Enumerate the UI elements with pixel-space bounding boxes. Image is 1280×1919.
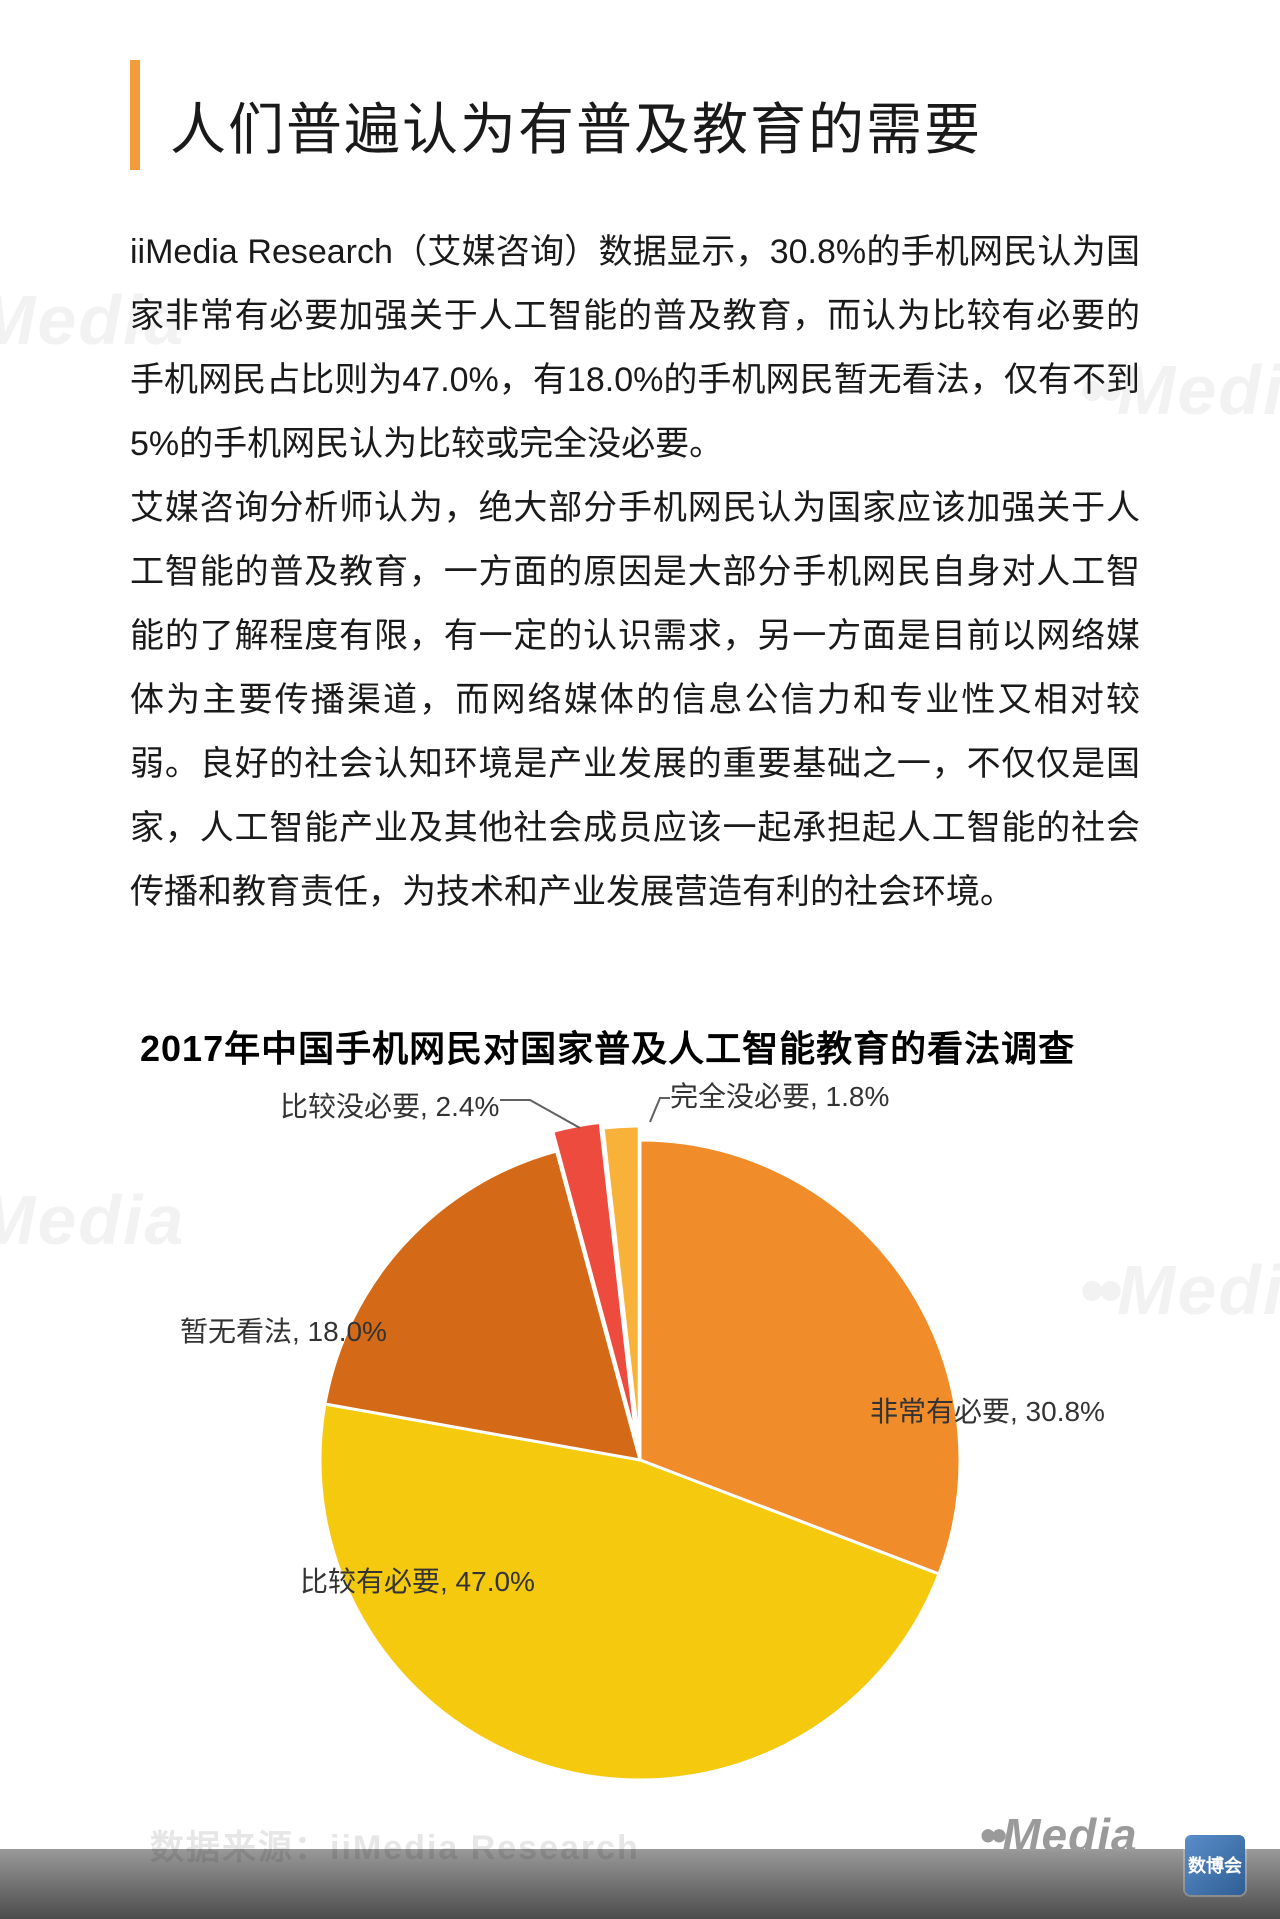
footer-logo: ••Media: [980, 1808, 1138, 1862]
pie-label-no_opinion: 暂无看法, 18.0%: [180, 1310, 387, 1350]
pie-label-somewhat_necessary: 比较有必要, 47.0%: [300, 1560, 535, 1600]
account-avatar[interactable]: 数博会: [1185, 1835, 1245, 1895]
pie-label-not_very_necessary: 比较没必要, 2.4%: [280, 1085, 499, 1125]
page: ••Media••Media••Media••Media 人们普遍认为有普及教育…: [0, 0, 1280, 1919]
pie-slice-not_very_necessary: [553, 1122, 636, 1440]
pie-slice-very_necessary: [640, 1140, 960, 1574]
pie-leader-not_very_necessary: [500, 1100, 580, 1128]
pie-leader-not_necessary_at_all: [650, 1098, 670, 1122]
pie-slice-no_opinion: [325, 1151, 640, 1460]
pie-label-not_necessary_at_all: 完全没必要, 1.8%: [670, 1075, 889, 1115]
body-paragraph: iiMedia Research（艾媒咨询）数据显示，30.8%的手机网民认为国…: [130, 220, 1140, 924]
title-accent-bar: [130, 60, 140, 170]
pie-label-very_necessary: 非常有必要, 30.8%: [870, 1390, 1105, 1430]
page-title: 人们普遍认为有普及教育的需要: [170, 85, 982, 166]
watermark: ••Media: [1080, 1250, 1280, 1330]
watermark: ••Media: [0, 1180, 185, 1260]
chart-title: 2017年中国手机网民对国家普及人工智能教育的看法调查: [140, 1020, 1075, 1072]
pie-slice-not_necessary_at_all: [603, 1126, 639, 1446]
